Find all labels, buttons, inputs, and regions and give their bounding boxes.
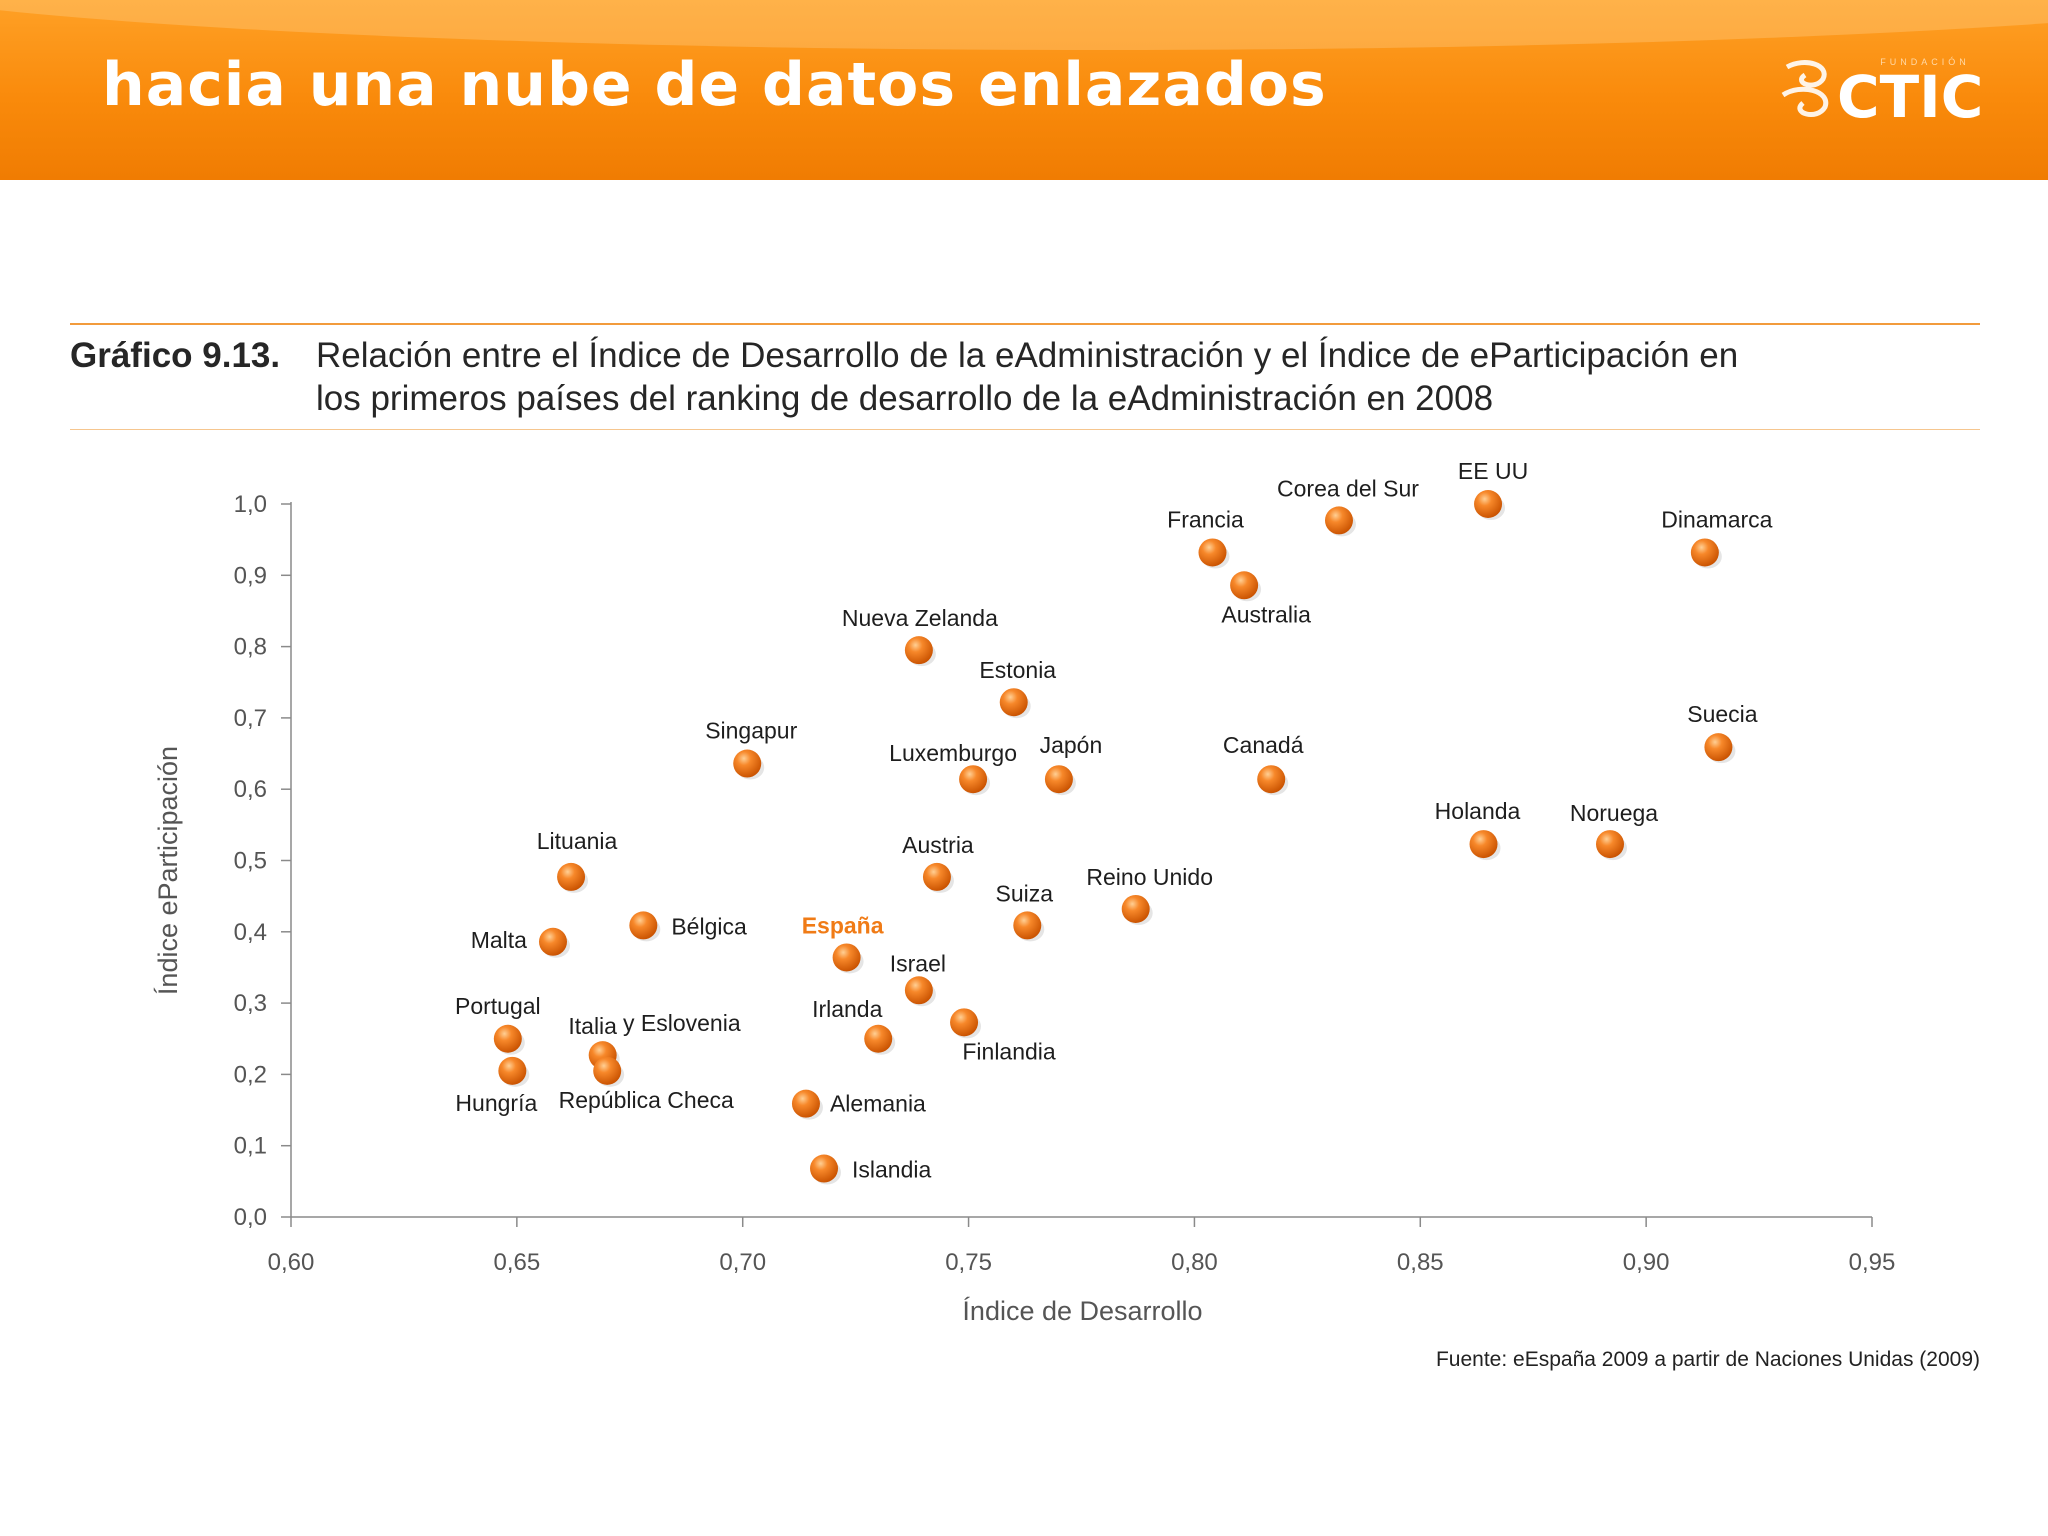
x-tick-label: 0,75 (945, 1249, 992, 1276)
x-tick-label: 0,90 (1623, 1249, 1670, 1276)
data-label: Canadá (1223, 732, 1304, 758)
data-label: Lituania (537, 828, 618, 854)
y-tick-label: 0,0 (234, 1204, 267, 1231)
data-label: EE UU (1458, 458, 1528, 484)
data-label: Austria (902, 832, 974, 858)
data-point (832, 943, 861, 972)
source-note: Fuente: eEspaña 2009 a partir de Nacione… (1435, 1348, 1980, 1371)
data-label: República Checa (559, 1087, 734, 1113)
data-label: Hungría (455, 1090, 537, 1116)
data-point (498, 1056, 527, 1085)
page-title: hacia una nube de datos enlazados (102, 50, 1327, 120)
data-label: Suecia (1687, 701, 1758, 727)
logo-swirl-icon (1781, 60, 1829, 118)
data-point (810, 1154, 839, 1183)
data-label: Malta (471, 927, 527, 953)
data-label: Nueva Zelanda (842, 605, 998, 631)
figure-number: Gráfico 9.13. (70, 336, 281, 375)
data-label: Japón (1040, 732, 1103, 758)
data-label: Italia (568, 1013, 617, 1039)
data-point (1230, 571, 1259, 600)
y-axis-title: Índice eParticipación (153, 746, 183, 995)
y-tick-label: 0,6 (234, 776, 267, 803)
data-label: España (802, 912, 884, 938)
data-point (1324, 506, 1353, 535)
y-tick-label: 0,7 (234, 705, 267, 732)
data-point (629, 911, 658, 940)
y-tick-label: 0,8 (234, 634, 267, 661)
data-label: Noruega (1570, 800, 1658, 826)
data-point (1469, 830, 1498, 859)
x-tick-label: 0,95 (1849, 1249, 1896, 1276)
data-label: Corea del Sur (1277, 475, 1419, 501)
data-label: Australia (1221, 601, 1311, 627)
data-label: Singapur (705, 718, 797, 744)
data-label: Irlanda (812, 996, 883, 1022)
data-point (864, 1024, 893, 1053)
data-point (1690, 538, 1719, 567)
data-point (904, 636, 933, 665)
data-label: Dinamarca (1661, 506, 1772, 532)
y-tick-label: 0,1 (234, 1133, 267, 1160)
data-label: Bélgica (671, 913, 747, 939)
top-divider (70, 323, 1980, 325)
x-tick-label: 0,60 (268, 1249, 315, 1276)
x-tick-label: 0,65 (493, 1249, 540, 1276)
y-tick-label: 0,5 (234, 848, 267, 875)
data-label: Reino Unido (1086, 864, 1213, 890)
data-label: Suiza (996, 880, 1054, 906)
y-tick-label: 1,0 (234, 491, 267, 518)
data-point (1596, 830, 1625, 859)
figure-title-line-1: Relación entre el Índice de Desarrollo d… (316, 336, 1739, 375)
data-point (733, 749, 762, 778)
data-point (493, 1024, 522, 1053)
data-label: Luxemburgo (889, 740, 1017, 766)
data-point (950, 1008, 979, 1037)
x-tick-label: 0,70 (719, 1249, 766, 1276)
data-point (593, 1056, 622, 1085)
data-point (959, 765, 988, 794)
data-label: Estonia (979, 657, 1056, 683)
data-point (904, 976, 933, 1005)
data-point (1013, 911, 1042, 940)
data-label: Islandia (852, 1157, 931, 1183)
data-point (791, 1089, 820, 1118)
data-point (538, 927, 567, 956)
data-point (1121, 894, 1150, 923)
data-annotation: y Eslovenia (623, 1010, 741, 1036)
data-point (557, 862, 586, 891)
x-tick-label: 0,85 (1397, 1249, 1444, 1276)
data-point (1044, 765, 1073, 794)
y-tick-label: 0,3 (234, 990, 267, 1017)
title-divider (70, 429, 1980, 430)
data-point (1704, 733, 1733, 762)
data-label: Alemania (830, 1091, 926, 1117)
data-point (999, 688, 1028, 717)
data-point (922, 862, 951, 891)
data-point (1257, 765, 1286, 794)
logo-small-text: FUNDACIÓN (1880, 57, 1970, 67)
header-banner: hacia una nube de datos enlazados FUNDAC… (0, 0, 2048, 180)
y-tick-label: 0,9 (234, 562, 267, 589)
figure-title-line-2: los primeros países del ranking de desar… (316, 379, 1494, 418)
data-label: Finlandia (962, 1038, 1056, 1064)
data-point (1474, 490, 1503, 518)
y-tick-label: 0,2 (234, 1061, 267, 1088)
ctic-logo: FUNDACIÓN CTIC (1781, 57, 1983, 125)
data-label: Francia (1167, 506, 1244, 532)
logo-text: CTIC (1837, 63, 1983, 125)
chart-points: EE UU Corea del Sur Francia Dinamarca Austra… (455, 458, 1773, 1185)
data-point (1198, 538, 1227, 567)
x-axis-title: Índice de Desarrollo (962, 1296, 1202, 1326)
data-label: Portugal (455, 993, 541, 1019)
data-label: Holanda (1435, 798, 1521, 824)
y-tick-label: 0,4 (234, 919, 267, 946)
data-label: Israel (890, 950, 946, 976)
chart-axes: 0,0 0,1 0,2 0,3 0,4 0,5 0,6 0,7 0,8 0,9 1,0 0,60 0,6… (153, 491, 1895, 1326)
x-tick-label: 0,80 (1171, 1249, 1218, 1276)
